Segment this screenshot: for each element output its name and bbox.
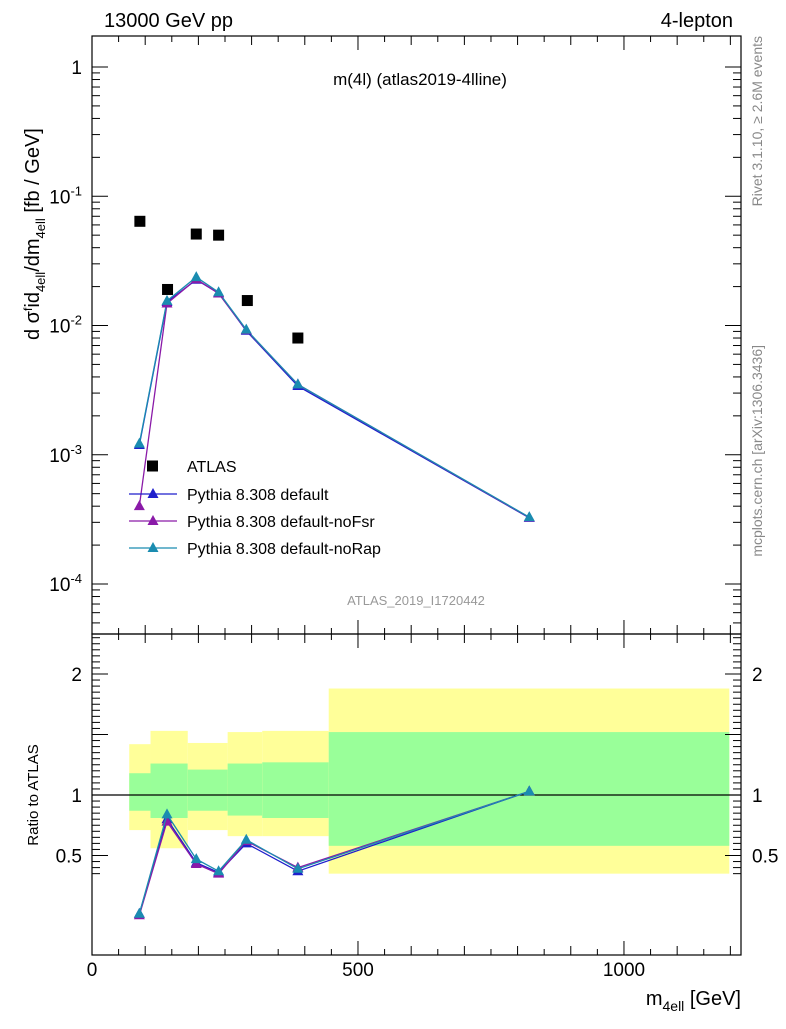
main-line-3 (138, 276, 530, 518)
atlas-data-point (162, 283, 174, 295)
y-tick-label: 10-1 (49, 183, 82, 208)
analysis-name: ATLAS_2019_I1720442 (347, 593, 485, 608)
legend-marker-triangle (147, 515, 159, 525)
mcplots-label: mcplots.cern.ch [arXiv:1306.3436] (749, 345, 765, 557)
ratio-ylabel: Ratio to ATLAS (25, 744, 42, 845)
atlas-data-point (134, 215, 146, 227)
ratio-point (240, 833, 252, 844)
legend-marker-square (147, 460, 158, 472)
ratio-y-tick-label: 2 (71, 665, 82, 686)
axes-group: 0 500 1000 1 10-1 10-2 10-3 10-4 0.5 0.5 1 1 2 2 (49, 35, 778, 981)
ratio-series-2 (133, 785, 535, 918)
ratio-y-tick-label-right: 0.5 (752, 847, 778, 868)
ratio-y-tick-label-right: 1 (752, 786, 763, 807)
plot-title: m(4l) (atlas2019-4lline) (333, 70, 507, 89)
band-inner-2 (187, 769, 228, 811)
legend-label: Pythia 8.308 default-noRap (187, 541, 381, 558)
legend: ATLAS Pythia 8.308 default Pythia 8.308 de… (129, 459, 381, 558)
x-tick-label: 500 (342, 960, 374, 981)
x-axis-label: m4ell [GeV] (646, 988, 741, 1014)
y-tick-label: 10-3 (49, 442, 82, 467)
svg-text:m4ell [GeV]: m4ell [GeV] (646, 988, 741, 1014)
legend-marker-triangle (147, 488, 159, 498)
legend-marker-triangle (147, 542, 159, 552)
rivet-label: Rivet 3.1.10, ≥ 2.6M events (749, 36, 765, 206)
ratio-series-group (133, 785, 535, 920)
ratio-point (161, 808, 173, 819)
ratio-uncertainty-bands (92, 688, 741, 874)
legend-label: ATLAS (187, 459, 237, 476)
ratio-point (292, 862, 304, 873)
main-line-1 (138, 278, 530, 519)
main-ylabel: d σfid4ell/dm4ell [fb / GeV] (21, 128, 48, 340)
ratio-point (523, 785, 535, 796)
ratio-y-tick-label: 1 (71, 786, 82, 807)
ratio-y-tick-label-right: 2 (752, 665, 763, 686)
band-inner-3 (227, 763, 263, 816)
main-point (133, 437, 145, 448)
legend-entry-2: Pythia 8.308 default-noFsr (129, 514, 375, 531)
main-line-2 (138, 278, 530, 519)
ratio-y-tick-label: 0.5 (56, 847, 82, 868)
header-left-label: 13000 GeV pp (104, 10, 233, 32)
x-tick-label: 1000 (603, 960, 645, 981)
atlas-data-point (190, 228, 202, 240)
main-point (292, 378, 304, 389)
y-tick-label: 1 (71, 58, 82, 79)
header-right-label: 4-lepton (661, 10, 733, 32)
y-tick-label: 10-2 (49, 313, 82, 338)
band-inner-4 (262, 762, 329, 818)
main-point (213, 286, 225, 297)
atlas-data-point (292, 332, 304, 344)
legend-label: Pythia 8.308 default-noFsr (187, 514, 375, 531)
legend-entry-1: Pythia 8.308 default (129, 487, 329, 504)
legend-label: Pythia 8.308 default (187, 487, 329, 504)
atlas-data-point (213, 229, 225, 241)
legend-entry-3: Pythia 8.308 default-noRap (129, 541, 381, 558)
main-point (190, 271, 202, 282)
ratio-point (190, 853, 202, 864)
x-tick-label: 0 (87, 960, 98, 981)
main-point (161, 294, 173, 305)
legend-entry-0: ATLAS (147, 459, 237, 476)
band-inner-1 (150, 763, 188, 818)
y-tick-label: 10-4 (49, 571, 82, 596)
main-point (240, 323, 252, 334)
ratio-point (213, 865, 225, 876)
main-point (133, 500, 145, 511)
main-point (523, 511, 535, 522)
svg-text:d σfid4ell/dm4ell [fb / GeV]: d σfid4ell/dm4ell [fb / GeV] (21, 128, 48, 340)
ratio-point (133, 907, 145, 918)
atlas-data-point (241, 295, 253, 307)
main-series-group (133, 215, 535, 522)
band-inner-0 (129, 773, 151, 811)
